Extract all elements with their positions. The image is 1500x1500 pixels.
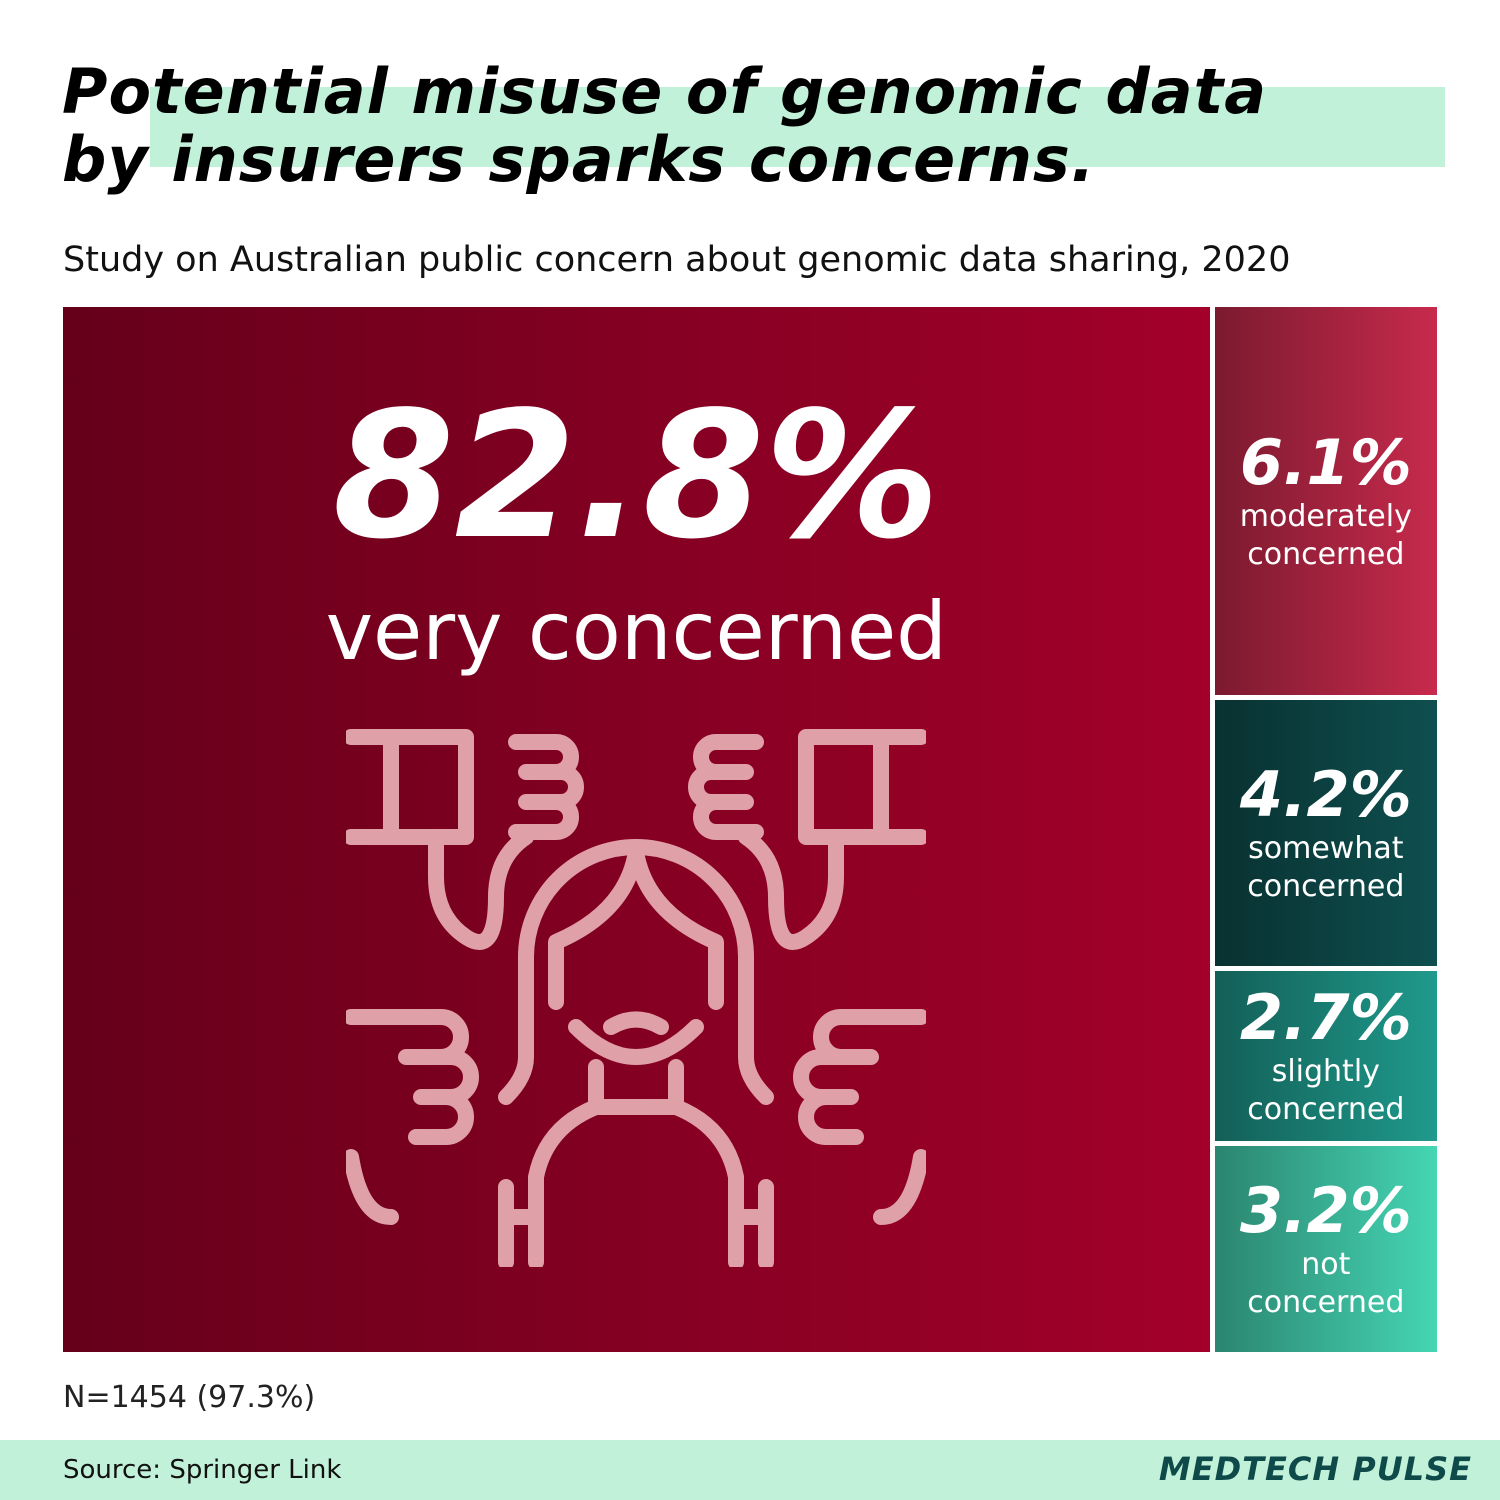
subtitle: Study on Australian public concern about… (63, 240, 1291, 280)
category-label: somewhat concerned (1247, 831, 1405, 905)
brand: MEDTECH PULSE (1158, 1450, 1472, 1488)
source: Source: Springer Link (63, 1455, 342, 1485)
category-label: slightly concerned (1247, 1053, 1405, 1127)
value-label: 3.2% (1239, 1173, 1412, 1247)
title: Potential misuse of genomic data by insu… (62, 55, 1268, 196)
category-label: not concerned (1247, 1246, 1405, 1320)
category-label: moderately concerned (1239, 499, 1412, 573)
value-label: 4.2% (1239, 758, 1412, 832)
icon (343, 727, 930, 1271)
value-label: 82.8% (332, 375, 940, 578)
icon-svg (343, 729, 930, 1270)
tile: 4.2% somewhat concerned (1214, 700, 1437, 967)
title-highlight (150, 87, 1445, 167)
tile: 82.8% very concerned (63, 307, 1210, 1352)
note: N=1454 (97.3%) (63, 1380, 316, 1415)
tile: 2.7% slightly concerned (1214, 971, 1437, 1141)
tile: 3.2% not concerned (1214, 1145, 1437, 1352)
category-label: very concerned (325, 585, 947, 678)
value-label: 2.7% (1239, 980, 1412, 1054)
value-label: 6.1% (1239, 426, 1412, 500)
tile: 6.1% moderately concerned (1214, 307, 1437, 696)
footer (0, 1440, 1500, 1500)
